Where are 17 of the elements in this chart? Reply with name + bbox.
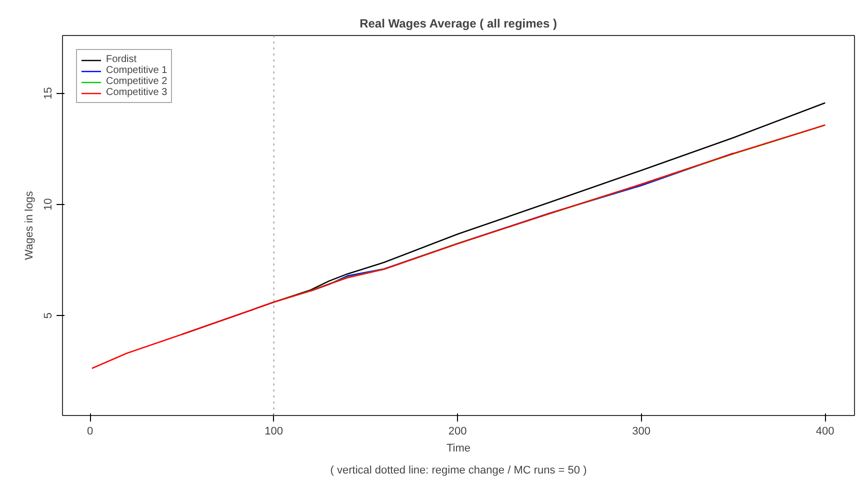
- text: ( vertical dotted line: regime change / MC runs = 50 ): [330, 464, 587, 476]
- y-tick-label: 15: [42, 87, 54, 100]
- y-tick-label: 10: [42, 198, 54, 211]
- chart-title: Real Wages Average ( all regimes ): [360, 16, 557, 30]
- x-tick-label: 100: [264, 426, 284, 438]
- x-tick-label: 200: [448, 426, 467, 438]
- line-series: [91, 124, 826, 370]
- x-axis-title: Time: [446, 442, 471, 454]
- x-tick-label: 300: [632, 426, 651, 438]
- y-tick-label: 5: [42, 312, 54, 319]
- legend-label: Competitive 3: [106, 87, 168, 98]
- y-axis-title: Wages in logs: [24, 190, 36, 260]
- legend-label: Competitive 2: [106, 76, 168, 87]
- legend-label: Competitive 1: [106, 65, 168, 76]
- legend-label: Fordist: [106, 54, 137, 65]
- x-tick-label: 0: [87, 426, 94, 438]
- x-tick-label: 400: [816, 426, 834, 438]
